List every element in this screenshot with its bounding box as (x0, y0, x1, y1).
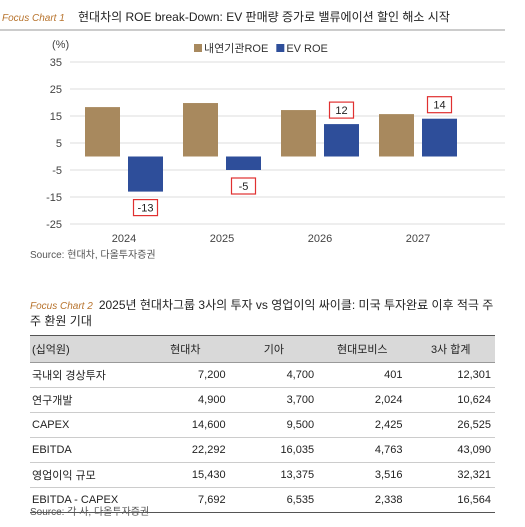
table-cell: 영업이익 규모 (30, 462, 142, 488)
header-cell: (십억원) (30, 335, 142, 363)
x-tick-label: 2026 (308, 233, 332, 245)
x-tick-label: 2027 (406, 233, 430, 245)
table-cell: 13,375 (229, 462, 319, 488)
table-cell: 7,692 (141, 487, 230, 513)
header-cell: 현대차 (141, 335, 230, 363)
y-tick-label: 5 (56, 138, 62, 150)
table-row: 연구개발 4,900 3,700 2,024 10,624 (30, 387, 495, 413)
table-cell: 2,338 (318, 487, 407, 513)
table-row: CAPEX 14,600 9,500 2,425 26,525 (30, 412, 495, 438)
bar (183, 103, 218, 157)
legend-label: 내연기관ROE (204, 42, 268, 55)
value-label-box (328, 101, 355, 119)
table-cell: 43,090 (406, 437, 495, 463)
legend-swatch (194, 44, 202, 52)
table-cell: 14,600 (141, 412, 230, 438)
value-label-box (426, 96, 453, 114)
y-tick-label: 35 (50, 57, 62, 69)
table-title-text: 2025년 현대차그룹 3사의 투자 vs 영업이익 싸이클: 미국 투자완료 … (30, 298, 494, 328)
table-cell: 2,024 (318, 387, 407, 413)
y-tick-label: -25 (46, 219, 62, 231)
table-cell: 국내외 경상투자 (30, 362, 142, 388)
bar (85, 107, 120, 157)
table-cell: 32,321 (406, 462, 495, 488)
header-cell: 현대모비스 (318, 335, 407, 363)
chart-label: Focus Chart 1 (2, 13, 65, 24)
table-cell: 12,301 (406, 362, 495, 388)
table-cell: 26,525 (406, 412, 495, 438)
table-label: Focus Chart 2 (30, 301, 93, 312)
table-cell: 9,500 (229, 412, 319, 438)
table-cell: 7,200 (141, 362, 230, 388)
header-cell: 3사 합계 (406, 335, 495, 363)
bar (128, 156, 163, 192)
table-cell: 4,900 (141, 387, 230, 413)
table-cell: 22,292 (141, 437, 230, 463)
table-cell: 16,035 (229, 437, 319, 463)
table-title: Focus Chart 2 2025년 현대차그룹 3사의 투자 vs 영업이익 … (30, 298, 500, 329)
value-label: -5 (239, 181, 249, 193)
table: (십억원) 현대차 기아 현대모비스 3사 합계 국내외 경상투자 7,200 4,700 40… (30, 335, 495, 513)
table-row: EBITDA 22,292 16,035 4,763 43,090 (30, 437, 495, 463)
bar (324, 124, 359, 157)
y-tick-label: 15 (50, 111, 62, 123)
bar (281, 110, 316, 157)
bar (226, 156, 261, 170)
table-cell: 4,700 (229, 362, 319, 388)
bar (379, 114, 414, 157)
table-row: EBITDA - CAPEX 7,692 6,535 2,338 16,564 (30, 487, 495, 513)
table-cell: 16,564 (406, 487, 495, 513)
header-cell: 기아 (229, 335, 319, 363)
legend-swatch (276, 44, 285, 52)
table-row: 영업이익 규모 15,430 13,375 3,516 32,321 (30, 462, 495, 488)
value-label: 14 (433, 100, 445, 112)
bar (422, 118, 457, 157)
unit-label: (%) (52, 39, 69, 51)
x-tick-label: 2025 (210, 233, 234, 245)
table-cell: 2,425 (318, 412, 407, 438)
table-row: 국내외 경상투자 7,200 4,700 401 12,301 (30, 362, 495, 388)
table-cell: 401 (318, 362, 407, 388)
table-cell: 연구개발 (30, 387, 142, 413)
value-label: -13 (138, 203, 154, 215)
table-cell: 3,516 (318, 462, 407, 488)
value-label: 12 (335, 105, 347, 117)
table-cell: 15,430 (141, 462, 230, 488)
table-cell: EBITDA (30, 437, 142, 463)
y-tick-label: -5 (52, 165, 62, 177)
table-cell: 4,763 (318, 437, 407, 463)
table-cell: CAPEX (30, 412, 142, 438)
table-cell: 10,624 (406, 387, 495, 413)
table-cell: 6,535 (229, 487, 319, 513)
legend-label: EV ROE (286, 43, 328, 55)
chart: Focus Chart 1 현대차의 ROE break-Down: EV 판매… (0, 10, 505, 261)
table-cell: 3,700 (229, 387, 319, 413)
chart-source: Source: 현대차, 다올투자증권 (30, 249, 156, 261)
chart-title: 현대차의 ROE break-Down: EV 판매량 증가로 밸류에이션 할인… (78, 10, 450, 24)
header-row: (십억원) 현대차 기아 현대모비스 3사 합계 (30, 335, 495, 363)
table-cell: EBITDA - CAPEX (30, 487, 142, 513)
y-tick-label: 25 (50, 84, 62, 96)
value-label-box (132, 199, 159, 217)
table-source: Source: 각 사, 다올투자증권 (30, 507, 150, 518)
y-tick-label: -15 (46, 192, 62, 204)
value-label-box (230, 177, 257, 195)
x-tick-label: 2024 (112, 233, 136, 245)
